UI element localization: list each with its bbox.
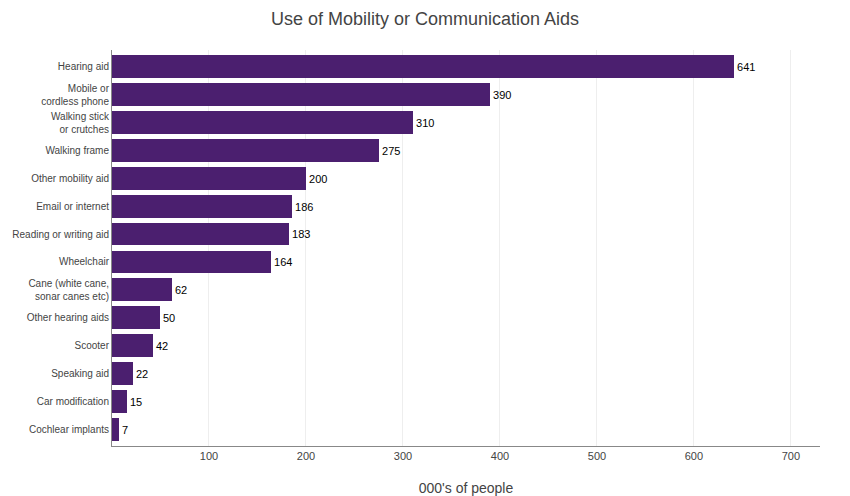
svg-text:Walking stickor crutches: Walking stickor crutches — [51, 111, 110, 135]
svg-text:Walking frame: Walking frame — [45, 145, 109, 156]
svg-text:Hearing aid: Hearing aid — [58, 61, 109, 72]
svg-text:186: 186 — [295, 201, 313, 213]
svg-text:183: 183 — [292, 228, 310, 240]
svg-text:200: 200 — [297, 450, 315, 462]
svg-text:Car modification: Car modification — [37, 396, 109, 407]
svg-text:50: 50 — [163, 312, 175, 324]
svg-text:600: 600 — [685, 450, 703, 462]
svg-text:000's of people: 000's of people — [419, 480, 514, 496]
svg-text:Use of Mobility or Communicati: Use of Mobility or Communication Aids — [271, 9, 579, 29]
svg-text:Wheelchair: Wheelchair — [59, 256, 110, 267]
svg-text:Cochlear implants: Cochlear implants — [29, 424, 109, 435]
svg-text:200: 200 — [309, 173, 327, 185]
svg-text:390: 390 — [493, 89, 511, 101]
svg-text:641: 641 — [737, 61, 755, 73]
svg-text:400: 400 — [491, 450, 509, 462]
svg-text:164: 164 — [274, 256, 292, 268]
svg-text:42: 42 — [156, 340, 168, 352]
svg-text:500: 500 — [588, 450, 606, 462]
svg-text:300: 300 — [394, 450, 412, 462]
svg-text:Speaking aid: Speaking aid — [51, 368, 109, 379]
svg-text:275: 275 — [382, 145, 400, 157]
svg-text:Other hearing aids: Other hearing aids — [27, 312, 109, 323]
svg-text:Scooter: Scooter — [75, 340, 110, 351]
svg-text:Cane (white cane,sonar canes e: Cane (white cane,sonar canes etc) — [28, 278, 109, 302]
svg-text:100: 100 — [200, 450, 218, 462]
svg-text:Reading or writing aid: Reading or writing aid — [12, 229, 109, 240]
svg-text:700: 700 — [782, 450, 800, 462]
svg-text:Email or internet: Email or internet — [36, 201, 109, 212]
svg-text:Mobile orcordless phone: Mobile orcordless phone — [41, 83, 109, 107]
svg-text:15: 15 — [130, 396, 142, 408]
svg-text:310: 310 — [416, 117, 434, 129]
svg-text:7: 7 — [122, 424, 128, 436]
svg-text:Other mobility aid: Other mobility aid — [31, 173, 109, 184]
svg-text:62: 62 — [175, 284, 187, 296]
svg-text:22: 22 — [136, 368, 148, 380]
